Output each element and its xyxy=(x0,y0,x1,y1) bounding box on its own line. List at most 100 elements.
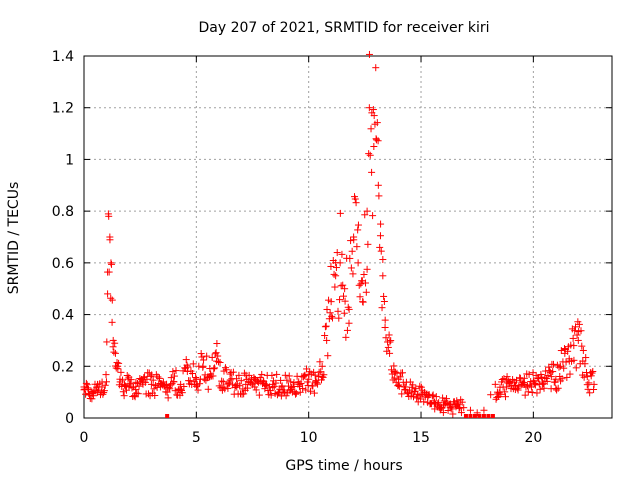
data-point xyxy=(369,106,377,114)
data-point xyxy=(200,375,208,383)
data-point xyxy=(355,281,363,289)
data-point xyxy=(376,243,384,251)
data-point xyxy=(88,395,96,403)
data-point xyxy=(555,363,563,371)
data-point xyxy=(99,390,107,398)
data-point xyxy=(143,375,151,383)
data-point xyxy=(330,270,338,278)
data-point xyxy=(256,373,264,381)
data-point xyxy=(581,360,589,368)
data-point xyxy=(332,259,340,267)
data-point xyxy=(456,403,464,411)
data-point xyxy=(501,388,509,396)
data-point xyxy=(107,294,115,302)
data-point xyxy=(290,379,298,387)
data-point xyxy=(543,377,551,385)
zero-marker xyxy=(165,414,170,418)
data-point xyxy=(236,382,244,390)
data-point xyxy=(169,368,177,376)
y-tick-label: 0 xyxy=(65,411,74,427)
data-point xyxy=(560,364,568,372)
data-point xyxy=(249,379,257,387)
data-point xyxy=(110,348,118,356)
data-point xyxy=(297,379,305,387)
data-point xyxy=(111,349,119,357)
data-point xyxy=(503,373,511,381)
data-point xyxy=(493,393,501,401)
data-point xyxy=(171,387,179,395)
data-point xyxy=(435,399,443,407)
data-point xyxy=(151,391,159,399)
data-point xyxy=(150,385,158,393)
data-point xyxy=(377,220,385,228)
data-point xyxy=(106,236,114,244)
data-point xyxy=(491,380,499,388)
data-point xyxy=(299,384,307,392)
data-point xyxy=(396,373,404,381)
data-point xyxy=(321,332,329,340)
data-point xyxy=(296,388,304,396)
data-point xyxy=(196,380,204,388)
data-point xyxy=(387,337,395,345)
data-point xyxy=(352,199,360,207)
data-point xyxy=(113,359,121,367)
data-point xyxy=(569,334,577,342)
data-point xyxy=(141,378,149,386)
y-tick-label: 1.2 xyxy=(52,101,74,117)
data-point xyxy=(458,398,466,406)
x-tick-label: 0 xyxy=(80,430,89,446)
data-point xyxy=(480,406,488,414)
data-point xyxy=(134,390,142,398)
zero-marker xyxy=(477,414,482,418)
data-point xyxy=(379,256,387,264)
data-point xyxy=(354,259,362,267)
data-point xyxy=(105,268,113,276)
data-point xyxy=(572,364,580,372)
data-point xyxy=(167,381,175,389)
data-point xyxy=(98,378,106,386)
data-point xyxy=(197,350,205,358)
data-point xyxy=(195,362,203,370)
data-point xyxy=(366,151,374,159)
data-point xyxy=(373,119,381,127)
data-point xyxy=(466,406,474,414)
chart-title: Day 207 of 2021, SRMTID for receiver kir… xyxy=(198,20,489,36)
data-point xyxy=(341,285,349,293)
data-point xyxy=(386,338,394,346)
data-point xyxy=(327,262,335,270)
data-point xyxy=(540,384,548,392)
data-point xyxy=(362,279,370,287)
data-point xyxy=(283,376,291,384)
grid-lines xyxy=(84,56,612,418)
data-point xyxy=(190,377,198,385)
data-point xyxy=(349,270,357,278)
data-point xyxy=(473,409,481,417)
data-point xyxy=(589,368,597,376)
data-point xyxy=(314,380,322,388)
data-point xyxy=(549,368,557,376)
data-point xyxy=(417,383,425,391)
data-point xyxy=(282,392,290,400)
data-point xyxy=(214,358,222,366)
data-point xyxy=(213,340,221,348)
data-point xyxy=(203,374,211,382)
data-point xyxy=(351,195,359,203)
data-point xyxy=(571,327,579,335)
data-point xyxy=(311,371,319,379)
data-point xyxy=(162,388,170,396)
data-point xyxy=(303,378,311,386)
data-point xyxy=(387,366,395,374)
data-point xyxy=(332,272,340,280)
data-point xyxy=(170,372,178,380)
x-axis-label: GPS time / hours xyxy=(285,458,402,474)
data-points xyxy=(80,50,598,418)
data-point xyxy=(566,370,574,378)
data-point xyxy=(375,192,383,200)
data-point xyxy=(341,297,349,305)
data-point xyxy=(336,209,344,217)
data-point xyxy=(497,390,505,398)
data-point xyxy=(369,212,377,220)
data-point xyxy=(536,385,544,393)
data-point xyxy=(318,362,326,370)
data-point xyxy=(316,358,324,366)
